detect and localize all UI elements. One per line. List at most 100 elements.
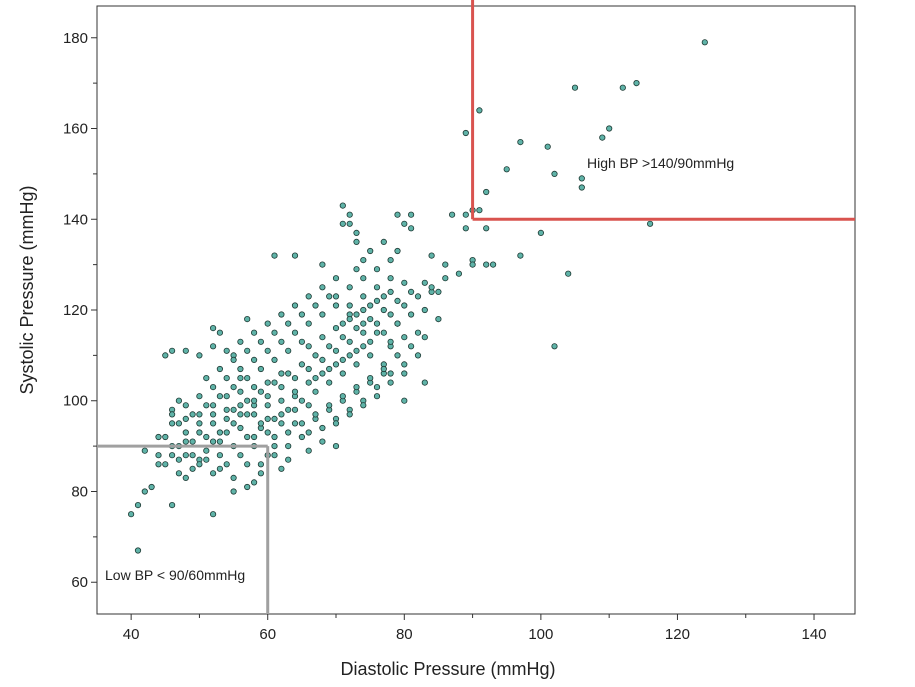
data-point <box>360 293 367 300</box>
data-point <box>182 438 189 445</box>
data-point <box>175 420 182 427</box>
data-point <box>353 361 360 368</box>
data-point <box>264 415 271 422</box>
data-point <box>169 501 176 509</box>
data-point <box>175 397 182 404</box>
y-tick-label: 100 <box>63 393 88 410</box>
data-point <box>455 270 462 277</box>
data-point <box>387 288 394 295</box>
data-point <box>442 261 449 268</box>
data-point <box>428 252 435 259</box>
data-point <box>619 84 626 91</box>
data-point <box>278 338 285 345</box>
data-point <box>367 352 374 359</box>
y-tick-label: 160 <box>63 121 88 138</box>
data-point <box>128 511 135 518</box>
data-point <box>244 397 251 404</box>
data-point <box>401 220 408 227</box>
data-point <box>373 266 381 273</box>
data-point <box>257 470 264 477</box>
data-point <box>264 320 271 327</box>
data-point <box>155 433 162 441</box>
data-point <box>407 343 415 350</box>
data-point <box>271 433 278 441</box>
data-point <box>244 483 251 491</box>
data-point <box>353 238 360 245</box>
data-point <box>285 406 292 413</box>
data-point <box>462 129 469 137</box>
data-point <box>237 452 244 459</box>
data-point <box>353 324 360 332</box>
data-point <box>394 320 401 327</box>
data-point <box>271 452 278 459</box>
data-point <box>244 433 251 441</box>
data-point <box>407 288 415 295</box>
data-point <box>251 479 258 486</box>
data-point <box>257 420 264 427</box>
data-point <box>278 411 285 418</box>
data-point <box>230 356 237 363</box>
data-point <box>380 293 387 300</box>
data-point <box>407 311 415 318</box>
data-point <box>298 433 305 441</box>
data-point <box>421 334 428 341</box>
data-point <box>394 297 401 304</box>
data-point <box>210 438 217 445</box>
data-point <box>346 338 353 345</box>
data-point <box>291 329 299 336</box>
data-point <box>483 261 490 268</box>
data-point <box>326 379 333 386</box>
data-point <box>216 329 223 336</box>
data-point <box>237 402 244 409</box>
data-point <box>278 311 285 318</box>
data-point <box>264 402 271 409</box>
data-point <box>578 175 585 182</box>
data-point <box>223 415 230 422</box>
data-point <box>332 275 340 282</box>
data-point <box>353 347 360 354</box>
data-point <box>373 284 381 291</box>
data-point <box>210 343 217 350</box>
data-point <box>360 343 367 350</box>
data-point <box>203 402 210 409</box>
data-point <box>421 279 428 286</box>
data-point <box>469 261 476 268</box>
data-point <box>312 411 319 418</box>
data-point <box>421 379 428 386</box>
data-point <box>326 293 333 300</box>
data-point <box>251 433 258 441</box>
data-point <box>244 461 251 468</box>
data-point <box>216 438 223 445</box>
data-point <box>305 365 312 373</box>
data-point <box>503 166 510 173</box>
data-point <box>332 302 340 309</box>
x-axis-title: Diastolic Pressure (mmHg) <box>340 659 555 679</box>
data-point <box>367 247 374 255</box>
data-point <box>435 288 442 295</box>
data-point <box>298 420 305 427</box>
data-point <box>305 402 312 409</box>
data-point <box>339 356 346 363</box>
data-point <box>230 488 237 495</box>
data-point <box>476 207 483 214</box>
plot-frame <box>96 5 856 615</box>
data-point <box>326 402 333 409</box>
data-point <box>257 388 264 395</box>
data-point <box>196 393 203 400</box>
data-point <box>285 347 292 354</box>
data-point <box>210 402 217 409</box>
data-point <box>312 374 319 382</box>
data-point <box>414 329 422 336</box>
data-point <box>401 397 408 404</box>
data-point <box>182 347 189 354</box>
data-point <box>223 374 230 382</box>
data-point <box>155 461 162 468</box>
data-point <box>189 411 196 418</box>
data-point <box>305 343 312 350</box>
data-point <box>169 420 176 427</box>
data-point <box>210 511 217 518</box>
data-point <box>537 229 545 236</box>
data-point <box>462 225 469 232</box>
y-axis-title: Systolic Pressure (mmHg) <box>17 185 37 394</box>
data-point <box>251 383 258 391</box>
